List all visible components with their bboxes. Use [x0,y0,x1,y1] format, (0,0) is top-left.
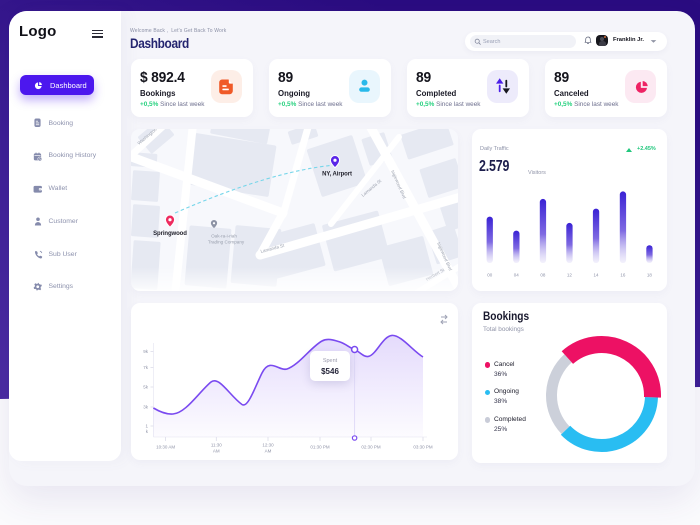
svg-text:10:30 AM: 10:30 AM [156,445,175,450]
svg-text:3k: 3k [143,405,149,410]
svg-text:AM: AM [213,449,220,454]
svg-text:16: 16 [620,273,626,278]
svg-text:08: 08 [540,273,546,278]
svg-text:01:30 PM: 01:30 PM [310,445,330,450]
svg-text:k: k [146,429,149,434]
svg-text:Lamanda St: Lamanda St [260,243,285,254]
svg-text:12:30: 12:30 [262,443,274,448]
svg-text:5k: 5k [143,385,149,390]
svg-text:1: 1 [145,424,148,429]
svg-text:18: 18 [647,273,653,278]
svg-text:11:30: 11:30 [211,443,222,448]
svg-text:NY, Airport: NY, Airport [322,172,352,178]
svg-text:04: 04 [514,273,520,278]
svg-text:12: 12 [567,273,573,278]
svg-text:14: 14 [593,273,599,278]
svg-text:00: 00 [487,273,493,278]
svg-text:Oak-ra-i-riah: Oak-ra-i-riah [211,234,237,239]
svg-text:Springwood: Springwood [153,231,187,237]
svg-text:7k: 7k [143,365,149,370]
svg-text:02:30 PM: 02:30 PM [361,445,381,450]
svg-text:03:30 PM: 03:30 PM [413,445,433,450]
svg-text:Trading Company: Trading Company [208,240,245,245]
svg-text:9k: 9k [143,349,149,354]
svg-text:AM: AM [265,449,272,454]
